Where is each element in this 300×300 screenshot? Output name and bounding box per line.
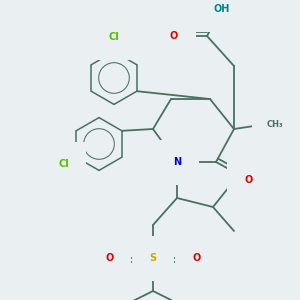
- Text: O: O: [170, 31, 178, 41]
- Text: Cl: Cl: [109, 32, 119, 42]
- Text: O: O: [105, 253, 114, 263]
- Text: N: N: [173, 157, 181, 167]
- Text: Cl: Cl: [58, 160, 69, 170]
- Text: O: O: [192, 253, 201, 263]
- Text: CH₃: CH₃: [267, 120, 284, 129]
- Text: OH: OH: [214, 4, 230, 14]
- Text: O: O: [245, 175, 253, 185]
- Text: S: S: [149, 253, 157, 263]
